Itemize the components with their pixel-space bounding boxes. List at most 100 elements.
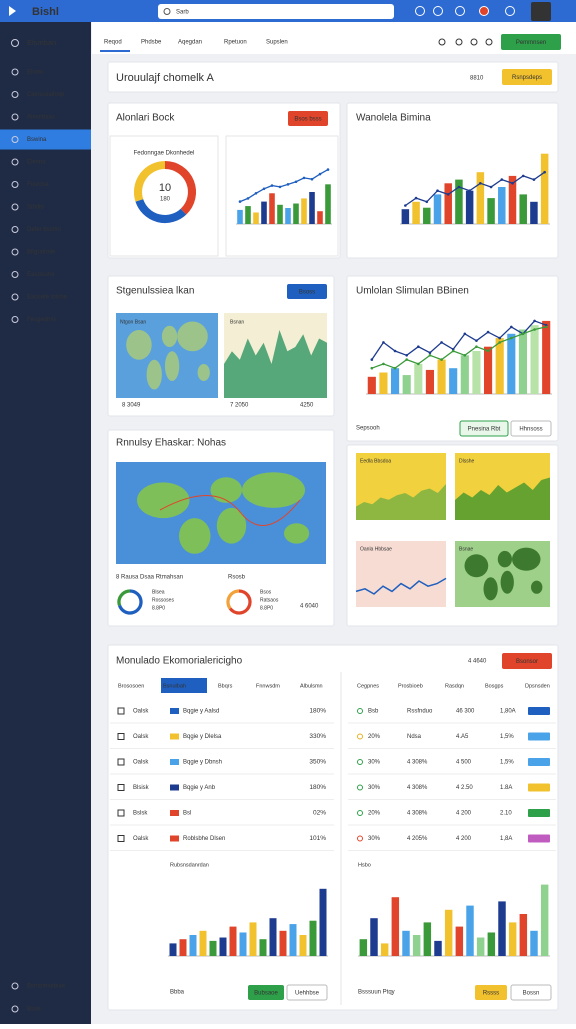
brand: Bishl — [32, 6, 59, 18]
tab-bar — [92, 22, 576, 54]
button[interactable] — [287, 284, 327, 299]
bar — [253, 212, 259, 224]
tool-icon[interactable] — [485, 38, 493, 46]
donut-segment — [117, 589, 131, 606]
button-label[interactable]: Bubsaoe — [254, 991, 278, 997]
nav-item[interactable]: Sihdlo — [27, 205, 44, 211]
button-label[interactable]: Bsonsor — [516, 659, 538, 665]
tile-label: Eedla Bbsdoa — [360, 458, 391, 464]
button[interactable] — [286, 984, 328, 1001]
button[interactable] — [248, 985, 284, 1000]
map-land — [210, 477, 242, 503]
button[interactable] — [288, 111, 328, 126]
tool-icon[interactable] — [455, 38, 463, 46]
nav-item[interactable]: Elenna — [27, 160, 46, 166]
line-point — [262, 187, 266, 191]
nav-item[interactable]: Alnsnbsas — [27, 115, 55, 121]
line-point — [544, 325, 548, 329]
nav-item[interactable]: Clelnuslaiholp — [27, 92, 65, 98]
button-label[interactable]: Rsnpsdeps — [512, 75, 542, 81]
line-point — [521, 174, 525, 178]
button-label[interactable]: Bossn — [523, 991, 540, 997]
button[interactable] — [502, 69, 552, 85]
nav-item[interactable]: Easnlsshe — [27, 272, 55, 278]
top-icon[interactable] — [415, 6, 425, 16]
nav-item[interactable]: Eaosefe tolshe — [27, 295, 67, 301]
button[interactable] — [475, 985, 507, 1000]
top-icon[interactable] — [455, 6, 465, 16]
panel-title: Monulado Ekomorialericigho — [116, 656, 243, 667]
line-point — [417, 362, 420, 366]
nav-item[interactable]: Eloaw — [27, 70, 44, 76]
cell: Bqgie y Aalsd — [183, 709, 219, 715]
tile-top — [356, 541, 446, 555]
bar — [530, 201, 538, 224]
bar — [277, 204, 283, 224]
nav-item[interactable]: Fusrosa — [27, 182, 49, 188]
bar — [209, 940, 217, 956]
button[interactable] — [510, 420, 552, 437]
tool-icon[interactable] — [470, 38, 478, 46]
top-icon[interactable] — [479, 6, 489, 16]
button-label[interactable]: Bsos bsss — [294, 117, 321, 123]
nav-item[interactable]: Fesgedmis — [27, 317, 56, 323]
button[interactable] — [510, 984, 552, 1001]
flag — [170, 810, 179, 816]
button-label[interactable]: Uehhbse — [295, 991, 320, 997]
nav-item[interactable]: Defer bsshin — [27, 227, 61, 233]
sub-panel — [225, 135, 339, 257]
top-icon[interactable] — [505, 6, 515, 16]
top-icon[interactable] — [433, 6, 443, 16]
tab[interactable]: Phdsbe — [141, 40, 162, 46]
button-label[interactable]: Hhnsoss — [519, 427, 542, 433]
chart-bg — [356, 555, 446, 607]
nav-icon — [11, 1005, 19, 1013]
button[interactable] — [501, 34, 561, 50]
stat: 7 2050 — [230, 403, 249, 409]
bar — [237, 209, 243, 224]
line-point — [486, 349, 490, 353]
button-label[interactable]: Bsoss — [299, 290, 315, 296]
button[interactable] — [459, 420, 509, 437]
line-point — [310, 177, 314, 181]
line-point — [238, 200, 242, 203]
nav-icon — [11, 91, 19, 98]
bar — [530, 930, 538, 956]
line-point — [532, 178, 536, 181]
button-label[interactable]: Pnesina Rbt — [468, 427, 501, 433]
button-label[interactable]: Pemmnsen — [516, 40, 546, 46]
badge — [528, 707, 550, 715]
row-icon — [117, 707, 125, 715]
button[interactable] — [502, 653, 552, 669]
bar — [487, 932, 496, 956]
tab[interactable]: Rpetuon — [224, 40, 247, 46]
bar — [285, 208, 291, 224]
line-point — [294, 180, 298, 184]
line-point — [521, 332, 525, 336]
bar — [437, 359, 446, 394]
donut-sub: 180 — [160, 197, 171, 203]
map-land — [216, 507, 247, 544]
bar — [301, 198, 307, 224]
nav-item[interactable]: Bsoe — [27, 1007, 41, 1013]
line — [371, 320, 547, 360]
bar — [540, 153, 549, 224]
search-icon — [163, 8, 171, 15]
nav-item[interactable]: Bfigralnnle — [27, 250, 56, 256]
badge — [528, 809, 550, 817]
bar — [540, 884, 549, 956]
tab[interactable]: Aqegdan — [178, 40, 202, 46]
tab[interactable]: Supslen — [266, 40, 288, 46]
nav-item[interactable]: Bsmomsebiae — [27, 984, 66, 990]
line-point — [425, 200, 429, 204]
nav-item[interactable]: Bswina — [27, 137, 47, 143]
button-label[interactable]: Rssss — [483, 991, 499, 997]
bar — [401, 209, 410, 224]
flag — [170, 759, 179, 765]
bar — [319, 888, 327, 956]
tab[interactable]: Reqod — [104, 40, 122, 46]
bar — [476, 937, 485, 956]
meta: 4 6040 — [300, 604, 319, 610]
tool-icon[interactable] — [438, 38, 446, 46]
bar — [317, 211, 323, 224]
